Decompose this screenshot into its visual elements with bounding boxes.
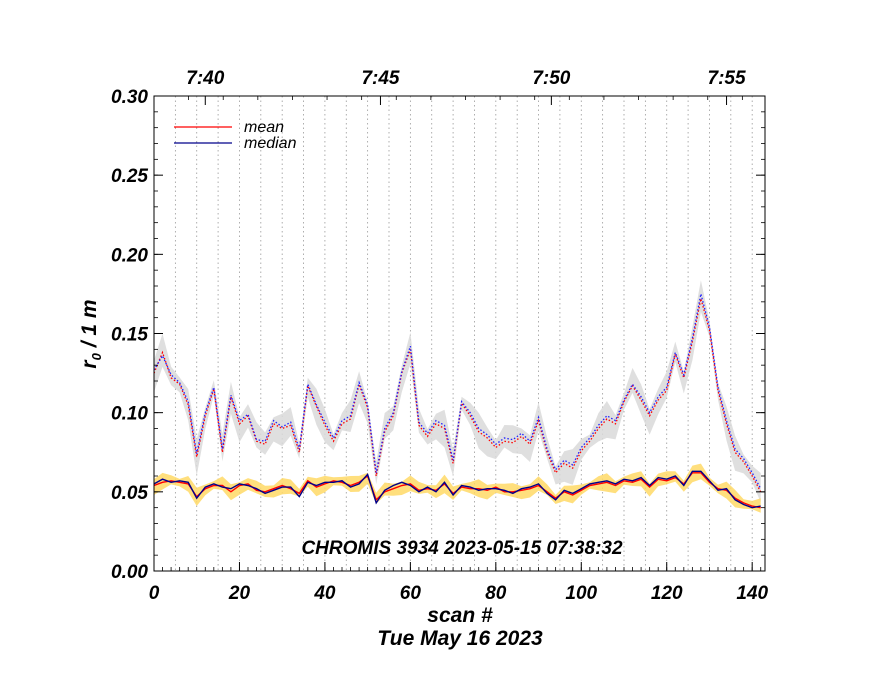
series-median-lower xyxy=(154,470,761,509)
y-tick-label: 0.25 xyxy=(111,166,148,187)
top-tick-label: 7:55 xyxy=(708,68,746,89)
y-tick-label: 0.30 xyxy=(111,87,148,108)
legend-label-median: median xyxy=(244,135,297,152)
x-tick-label: 140 xyxy=(736,583,768,604)
x-tick-label: 0 xyxy=(149,583,160,604)
top-tick-label: 7:40 xyxy=(186,68,224,89)
top-tick-label: 7:45 xyxy=(361,68,399,89)
series-median-upper xyxy=(154,293,762,490)
band-mean-upper xyxy=(154,280,761,503)
y-tick-label: 0.00 xyxy=(111,562,148,583)
y-tick-label: 0.20 xyxy=(111,245,148,266)
x-tick-label: 120 xyxy=(651,583,683,604)
y-tick-label: 0.05 xyxy=(111,483,148,504)
x-tick-label: 80 xyxy=(485,583,507,604)
date-label: Tue May 16 2023 xyxy=(377,627,543,650)
legend: mean median xyxy=(174,119,297,152)
plot-frame xyxy=(153,95,766,572)
series-lines xyxy=(154,293,762,509)
legend-label-mean: mean xyxy=(244,119,284,136)
band-mean-lower xyxy=(154,463,761,513)
top-tick-label: 7:50 xyxy=(532,68,570,89)
chart-annotation: CHROMIS 3934 2023-05-15 07:38:32 xyxy=(301,538,623,559)
x-tick-label: 100 xyxy=(565,583,597,604)
vertical-grid xyxy=(174,96,753,571)
y-axis-title: r0 / 1 m xyxy=(78,299,104,368)
x-tick-label: 60 xyxy=(400,583,422,604)
x-tick-label: 20 xyxy=(228,583,251,604)
axes: 0 20 40 60 80 100 120 140 0.00 0.05 0.10 0.15 0.20 0.… xyxy=(111,68,768,604)
x-tick-label: 40 xyxy=(313,583,336,604)
series-mean-upper xyxy=(154,298,762,493)
y-tick-label: 0.15 xyxy=(111,325,148,346)
x-axis-title: scan # xyxy=(427,604,493,627)
y-tick-label: 0.10 xyxy=(111,404,148,425)
spread-bands xyxy=(154,280,761,513)
